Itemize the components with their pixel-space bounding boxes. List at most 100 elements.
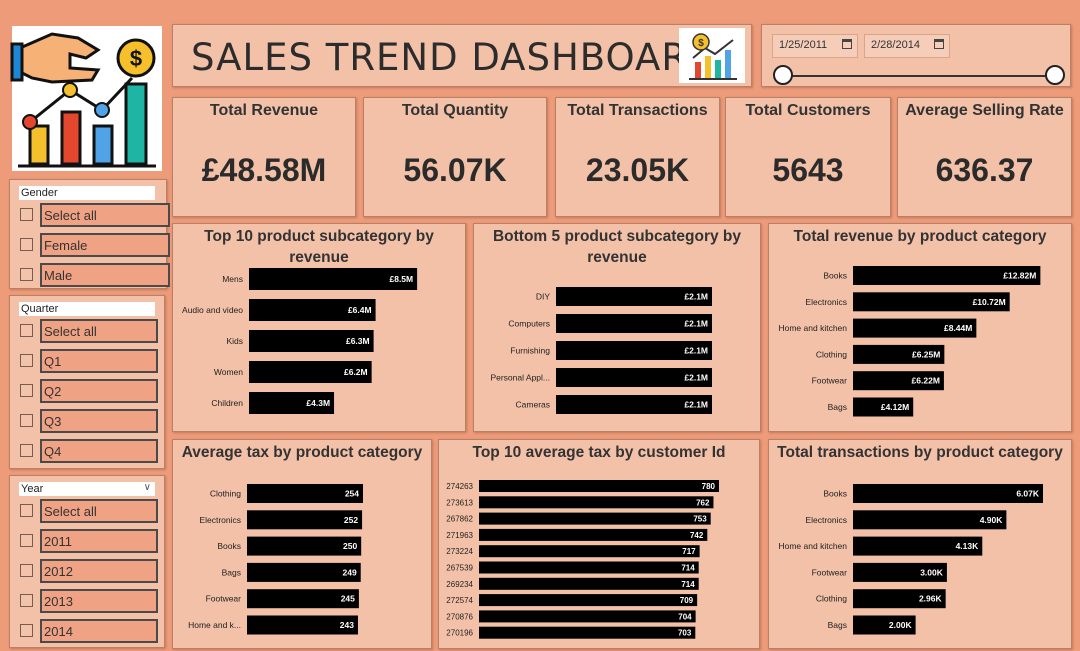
bar xyxy=(247,562,361,582)
calendar-icon[interactable] xyxy=(842,39,852,49)
checkbox[interactable] xyxy=(20,354,33,367)
category-label: Home and kitchen xyxy=(778,541,847,551)
start-date-input[interactable]: 1/25/2011 xyxy=(772,34,858,58)
checkbox[interactable] xyxy=(20,324,33,337)
slicer-title: Gender xyxy=(19,186,155,200)
gender-slicer: Gender Select all Female Male xyxy=(9,179,170,289)
category-label: 270196 xyxy=(446,629,473,638)
data-label: £4.12M xyxy=(881,402,909,412)
checkbox[interactable] xyxy=(20,594,33,607)
category-label: 267862 xyxy=(446,515,473,524)
slicer-option[interactable]: Q4 xyxy=(20,439,170,463)
category-label: DIY xyxy=(536,292,551,302)
category-label: Bags xyxy=(828,402,847,412)
bar xyxy=(479,512,711,525)
bar xyxy=(556,314,712,333)
bar xyxy=(247,484,363,503)
bar-chart: Mens £8.5M Audio and video £6.4M Kids £6.3M Wo… xyxy=(182,268,418,414)
end-date-input[interactable]: 2/28/2014 xyxy=(864,34,950,58)
data-label: 4.13K xyxy=(956,541,980,551)
slicer-option[interactable]: Male xyxy=(20,263,170,287)
slicer-option[interactable]: Select all xyxy=(20,319,170,343)
kpi-label: Average Selling Rate xyxy=(905,102,1064,119)
data-label: £4.3M xyxy=(306,398,330,408)
slicer-option[interactable]: 2011 xyxy=(20,529,170,553)
bar xyxy=(556,341,712,360)
checkbox[interactable] xyxy=(20,444,33,457)
data-label: £6.25M xyxy=(912,349,940,359)
year-slicer: Year ∨ Select all 2011 2012 2013 2014 xyxy=(9,475,165,648)
bar xyxy=(249,330,374,352)
category-label: Cameras xyxy=(516,400,550,410)
checkbox[interactable] xyxy=(20,208,33,221)
slicer-option[interactable]: Select all xyxy=(20,499,170,523)
slicer-option[interactable]: Female xyxy=(20,233,170,257)
category-label: Electronics xyxy=(199,515,241,525)
category-label: Home and kitchen xyxy=(778,323,847,333)
bar xyxy=(479,480,719,492)
calendar-icon[interactable] xyxy=(934,39,944,49)
bar-chart: Books 6.07K Electronics 4.90K Home and kitch… xyxy=(778,484,1043,635)
chart-title: Bottom 5 product subcategory by revenue xyxy=(492,228,742,266)
category-label: 270876 xyxy=(446,612,473,621)
chart-growth-icon: $ xyxy=(679,28,745,83)
category-label: Furnishing xyxy=(510,346,550,356)
checkbox[interactable] xyxy=(20,534,33,547)
data-label: 254 xyxy=(345,489,359,499)
data-label: £6.22M xyxy=(912,376,940,386)
data-label: 4.90K xyxy=(980,515,1004,525)
slicer-dropdown[interactable]: Year ∨ xyxy=(19,482,155,496)
chevron-down-icon[interactable]: ∨ xyxy=(143,482,151,493)
checkbox[interactable] xyxy=(20,414,33,427)
checkbox[interactable] xyxy=(20,268,33,281)
slicer-option[interactable]: Q3 xyxy=(20,409,170,433)
slicer-option[interactable]: 2014 xyxy=(20,619,170,643)
data-label: 703 xyxy=(678,629,692,638)
category-label: 273613 xyxy=(446,498,473,507)
data-label: £2.1M xyxy=(684,400,708,410)
category-label: Books xyxy=(217,541,241,551)
bar xyxy=(853,371,944,391)
bar xyxy=(556,287,712,306)
chart-title: Average tax by product category xyxy=(181,444,423,461)
checkbox[interactable] xyxy=(20,624,33,637)
date-slider-start-handle[interactable] xyxy=(773,65,793,85)
bar-chart: DIY £2.1M Computers £2.1M Furnishing £2.1M Per… xyxy=(490,287,712,414)
bar xyxy=(479,496,714,509)
slicer-option[interactable]: Q2 xyxy=(20,379,170,403)
checkbox[interactable] xyxy=(20,384,33,397)
date-slider-end-handle[interactable] xyxy=(1045,65,1065,85)
bar xyxy=(479,626,696,639)
slicer-option[interactable]: 2013 xyxy=(20,589,170,613)
data-label: 245 xyxy=(341,594,355,604)
checkbox[interactable] xyxy=(20,564,33,577)
data-label: £2.1M xyxy=(684,319,708,329)
bar xyxy=(247,510,363,530)
end-date-value: 2/28/2014 xyxy=(871,39,920,51)
slicer-option[interactable]: 2012 xyxy=(20,559,170,583)
category-label: Footwear xyxy=(206,594,242,604)
data-label: 250 xyxy=(343,541,357,551)
bar xyxy=(853,318,977,338)
date-slider-track[interactable] xyxy=(784,75,1058,77)
category-label: 274263 xyxy=(446,482,473,491)
checkbox[interactable] xyxy=(20,504,33,517)
bar xyxy=(249,268,418,290)
data-label: 252 xyxy=(344,515,358,525)
category-label: Clothing xyxy=(816,349,847,359)
slicer-option[interactable]: Q1 xyxy=(20,349,170,373)
data-label: 2.00K xyxy=(889,620,913,630)
slicer-option[interactable]: Select all xyxy=(20,203,170,227)
category-label: 271963 xyxy=(446,531,473,540)
checkbox[interactable] xyxy=(20,238,33,251)
bar xyxy=(556,395,712,414)
chart-panel-revenue-category: Total revenue by product category Books £… xyxy=(768,223,1072,432)
chart-panel-bottom-subcategory: Bottom 5 product subcategory by revenue … xyxy=(473,223,761,432)
bar xyxy=(853,510,1007,530)
kpi-total-quantity: Total Quantity 56.07K xyxy=(363,97,547,217)
kpi-value: £48.58M xyxy=(201,152,327,188)
svg-text:$: $ xyxy=(698,38,704,49)
kpi-label: Total Customers xyxy=(745,102,871,119)
category-label: Children xyxy=(211,398,243,408)
data-label: 714 xyxy=(681,564,695,573)
